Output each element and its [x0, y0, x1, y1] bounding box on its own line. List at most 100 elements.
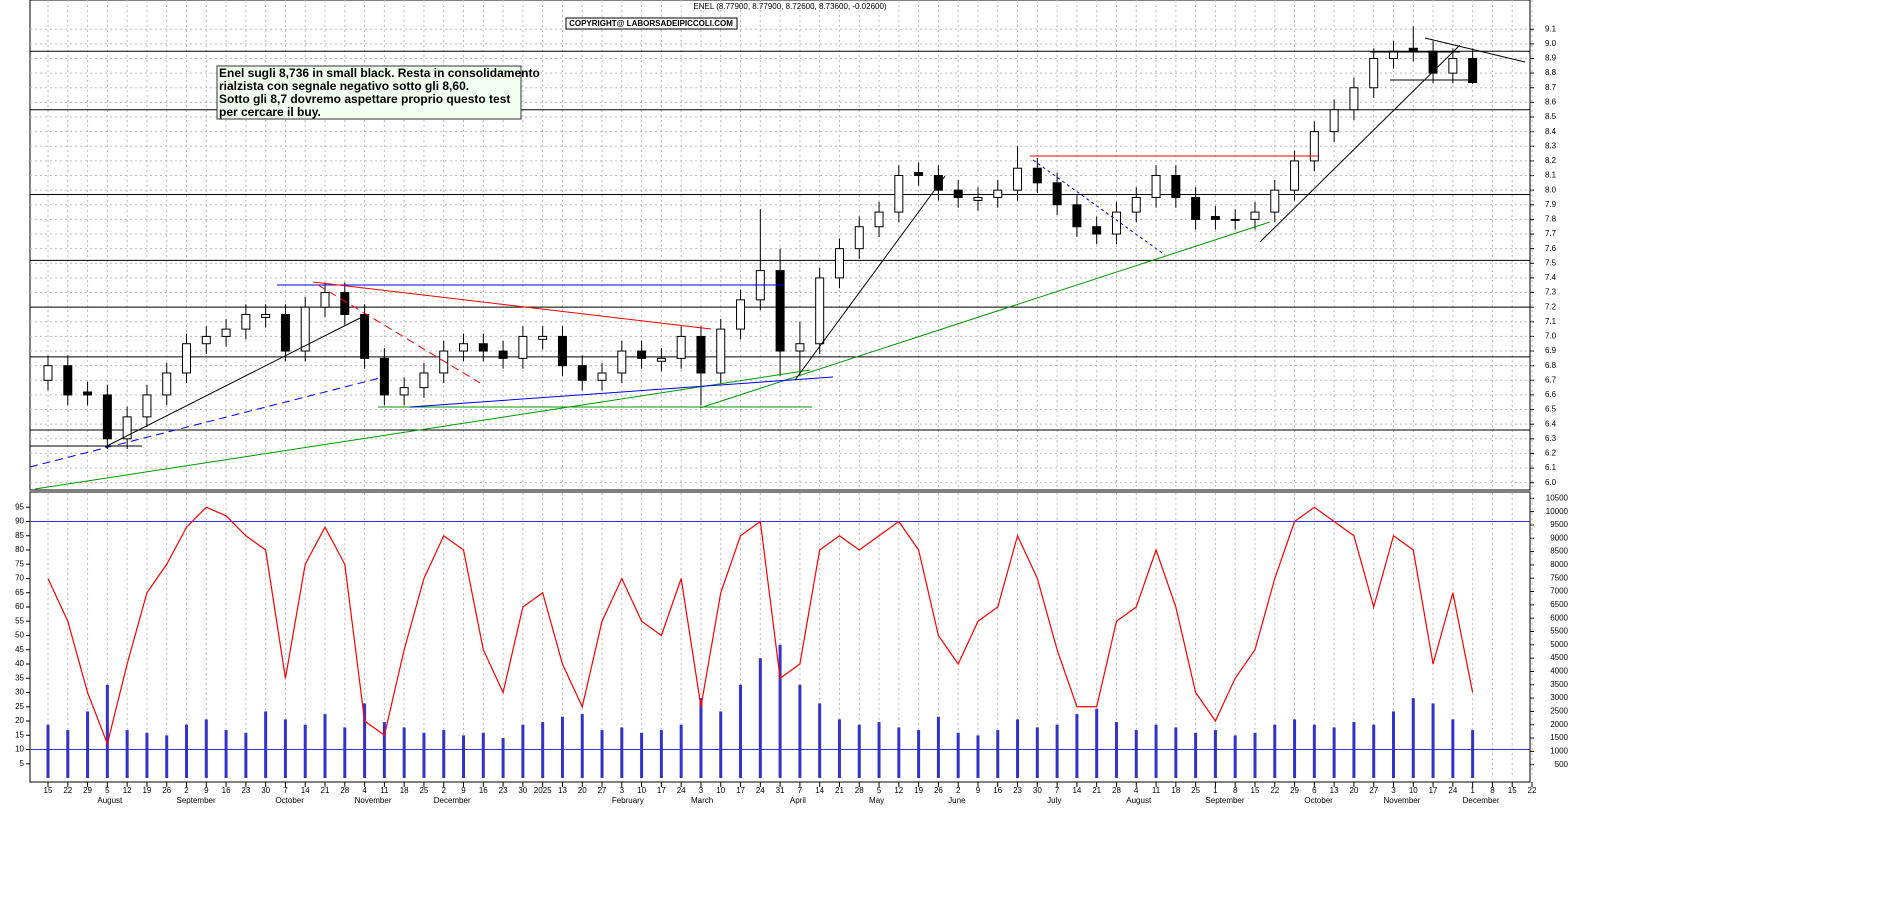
trendlines	[29, 37, 1526, 490]
annotation-line: per cercare il buy.	[219, 105, 321, 119]
x-tick-label: 29	[83, 786, 92, 795]
volume-bar	[224, 730, 228, 778]
y-tick-label: 8.2	[1545, 156, 1557, 165]
marks	[30, 26, 1530, 778]
candle-body	[1270, 189, 1280, 213]
volume-bar	[165, 735, 169, 778]
x-tick-label: 4	[362, 786, 367, 795]
trendline	[1424, 37, 1526, 63]
candle-body	[162, 372, 172, 396]
candle-body	[1230, 218, 1240, 221]
x-tick-label: 26	[934, 786, 943, 795]
month-label: August	[1126, 796, 1152, 805]
x-tick-label: 22	[1528, 786, 1537, 795]
y-tick-label: 7.2	[1545, 302, 1557, 311]
x-tick-label: 16	[479, 786, 488, 795]
candle-body	[439, 350, 449, 374]
candle-body	[1408, 47, 1418, 52]
candle-body	[815, 277, 825, 345]
candle-body	[953, 189, 963, 198]
x-tick-label: 6	[1312, 786, 1317, 795]
volume-bar	[1471, 730, 1475, 778]
volume-bar	[343, 727, 347, 778]
volume-bar	[1273, 724, 1277, 778]
x-tick-label: 13	[1330, 786, 1339, 795]
y2-tick-label: 1000	[1550, 746, 1568, 755]
volume-bar	[86, 711, 90, 778]
y-tick-label: 7.7	[1545, 229, 1557, 238]
candle-body	[933, 175, 943, 191]
volume-bar	[422, 732, 426, 778]
candle-body	[1290, 160, 1300, 191]
y2-tick-label: 3500	[1550, 680, 1568, 689]
volume-bar	[323, 714, 327, 778]
x-tick-label: 21	[835, 786, 844, 795]
y-tick-label: 6.5	[1545, 405, 1557, 414]
volume-bar	[481, 732, 485, 778]
y-tick-label: 7.6	[1545, 244, 1557, 253]
x-tick-label: 12	[894, 786, 903, 795]
y2-tick-label: 7500	[1550, 573, 1568, 582]
y-tick-label: 8.9	[1545, 54, 1557, 63]
x-tick-label: 8	[1490, 786, 1495, 795]
candle-body	[834, 248, 844, 279]
month-label: May	[869, 796, 884, 805]
y2-tick-label: 6000	[1550, 613, 1568, 622]
x-tick-label: 14	[301, 786, 310, 795]
y-tick-label: 8.0	[1545, 185, 1557, 194]
x-tick-label: 23	[241, 786, 250, 795]
annotation-box	[216, 65, 522, 120]
chart-title: ENEL (8.77900, 8.77900, 8.72600, 8.73600…	[693, 2, 887, 11]
osc-tick-label: 60	[15, 602, 24, 611]
x-tick-label: 23	[499, 786, 508, 795]
volume-bar	[1253, 732, 1257, 778]
candle-body	[993, 189, 1003, 198]
y-tick-label: 8.8	[1545, 68, 1557, 77]
x-tick-label: 23	[1013, 786, 1022, 795]
x-tick-label: 28	[855, 786, 864, 795]
x-tick-label: 10	[1409, 786, 1418, 795]
x-tick-label: 20	[1349, 786, 1358, 795]
x-tick-label: 7	[1055, 786, 1060, 795]
copyright: COPYRIGHT@ LABORSADEIPICCOLI.COM	[569, 19, 733, 28]
candle-body	[419, 372, 429, 389]
osc-tick-label: 30	[15, 688, 24, 697]
volume-bar	[204, 719, 208, 778]
trendline	[312, 281, 712, 330]
osc-tick-label: 65	[15, 588, 24, 597]
candle-body	[795, 343, 805, 352]
y2-tick-label: 2500	[1550, 707, 1568, 716]
x-tick-label: 30	[1033, 786, 1042, 795]
volume-bar	[936, 716, 940, 778]
x-tick-label: 28	[1112, 786, 1121, 795]
month-label: April	[790, 796, 806, 805]
y2-tick-label: 9000	[1550, 533, 1568, 542]
x-tick-label: 9	[976, 786, 981, 795]
candle-body	[1032, 167, 1042, 184]
trendline	[29, 377, 381, 468]
candle-body	[1349, 87, 1359, 111]
x-tick-label: 14	[1072, 786, 1081, 795]
x-tick-label: 21	[321, 786, 330, 795]
trendline	[794, 175, 946, 381]
month-label: June	[948, 796, 966, 805]
volume-bar	[1411, 698, 1415, 778]
x-tick-label: 15	[1508, 786, 1517, 795]
x-tick-label: 18	[1171, 786, 1180, 795]
volume-bar	[1075, 714, 1079, 778]
month-label: September	[177, 796, 216, 805]
x-tick-label: 11	[1152, 786, 1161, 795]
volume-bar	[1451, 719, 1455, 778]
volume-bar	[1114, 722, 1118, 778]
x-tick-label: 7	[283, 786, 288, 795]
x-tick-label: 2	[442, 786, 447, 795]
x-tick-label: 30	[518, 786, 527, 795]
copyright-box	[565, 17, 738, 30]
annotation-line: Sotto gli 8,7 dovremo aspettare proprio …	[219, 92, 510, 106]
osc-tick-label: 5	[20, 759, 25, 768]
y2-tick-label: 1500	[1550, 733, 1568, 742]
candle-body	[1013, 167, 1023, 191]
volume-bar	[1352, 722, 1356, 778]
y-tick-label: 6.4	[1545, 419, 1557, 428]
volume-bar	[897, 727, 901, 778]
